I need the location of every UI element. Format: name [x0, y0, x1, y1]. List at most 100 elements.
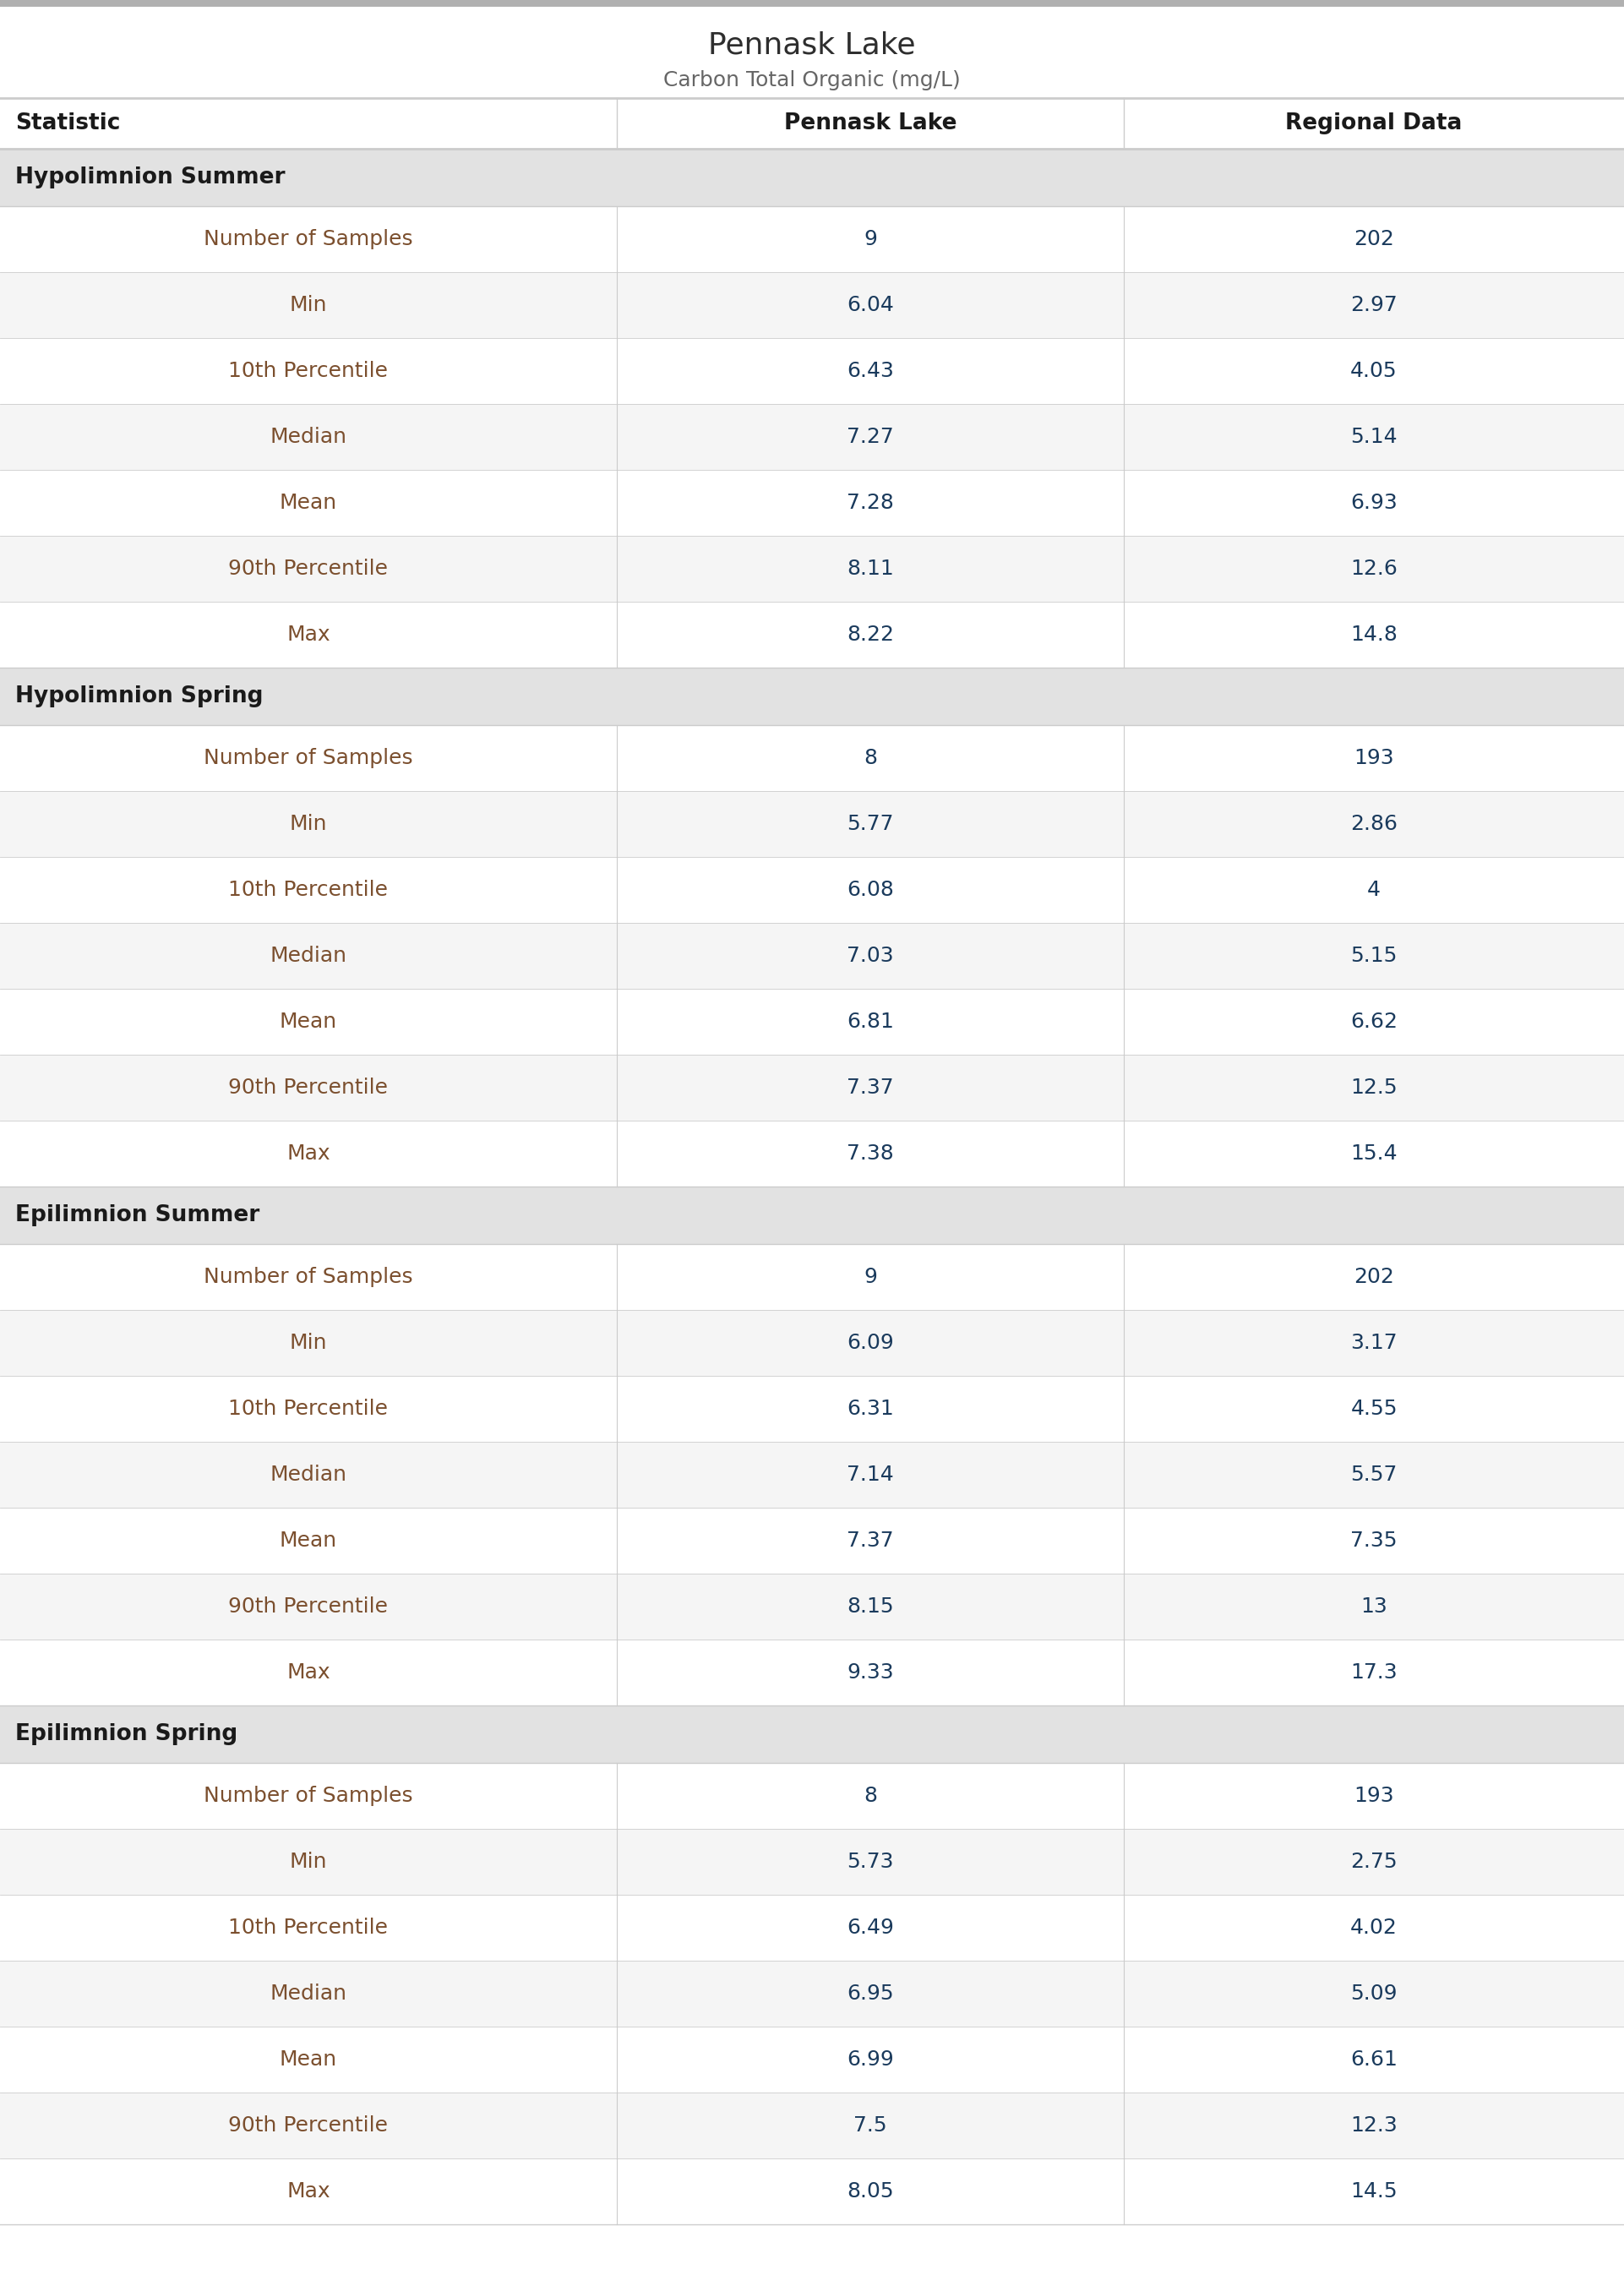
Text: 14.5: 14.5	[1351, 2181, 1397, 2202]
Bar	[0, 207, 1624, 272]
Text: 7.5: 7.5	[854, 2116, 887, 2136]
Text: 202: 202	[1354, 1267, 1393, 1287]
Text: Number of Samples: Number of Samples	[203, 229, 412, 250]
Text: 5.57: 5.57	[1351, 1464, 1397, 1485]
Text: 5.77: 5.77	[846, 815, 893, 833]
Text: Max: Max	[286, 624, 330, 645]
Bar	[0, 338, 1624, 404]
Text: 193: 193	[1354, 747, 1393, 767]
Bar	[0, 790, 1624, 858]
Text: Min: Min	[289, 295, 326, 316]
Bar	[0, 1764, 1624, 1830]
Text: 7.37: 7.37	[846, 1078, 893, 1099]
Text: Max: Max	[286, 2181, 330, 2202]
Text: Mean: Mean	[279, 2050, 338, 2070]
Bar	[0, 1187, 1624, 1244]
Text: 12.5: 12.5	[1351, 1078, 1397, 1099]
Text: 90th Percentile: 90th Percentile	[229, 1596, 388, 1616]
Text: 8.11: 8.11	[846, 558, 893, 579]
Bar	[0, 1121, 1624, 1187]
Text: 4.55: 4.55	[1351, 1398, 1397, 1419]
Text: 6.93: 6.93	[1350, 493, 1397, 513]
Text: 6.09: 6.09	[846, 1332, 893, 1353]
Text: 10th Percentile: 10th Percentile	[229, 881, 388, 901]
Text: Number of Samples: Number of Samples	[203, 1786, 412, 1807]
Bar	[0, 1507, 1624, 1573]
Bar	[0, 924, 1624, 990]
Bar	[0, 150, 1624, 207]
Text: 8.05: 8.05	[846, 2181, 893, 2202]
Text: 10th Percentile: 10th Percentile	[229, 1398, 388, 1419]
Text: 5.15: 5.15	[1351, 947, 1397, 967]
Bar	[0, 724, 1624, 790]
Text: 8: 8	[864, 1786, 877, 1807]
Text: Number of Samples: Number of Samples	[203, 1267, 412, 1287]
Bar	[0, 1056, 1624, 1121]
Text: Carbon Total Organic (mg/L): Carbon Total Organic (mg/L)	[663, 70, 961, 91]
Text: 4.05: 4.05	[1351, 361, 1397, 381]
Text: 8.22: 8.22	[846, 624, 893, 645]
Text: Mean: Mean	[279, 493, 338, 513]
Text: Max: Max	[286, 1144, 330, 1165]
Text: 6.49: 6.49	[846, 1918, 893, 1939]
Text: 6.95: 6.95	[846, 1984, 893, 2004]
Text: Number of Samples: Number of Samples	[203, 747, 412, 767]
Bar	[0, 1244, 1624, 1310]
Text: 8: 8	[864, 747, 877, 767]
Text: Epilimnion Summer: Epilimnion Summer	[15, 1205, 260, 1226]
Bar	[0, 0, 1624, 7]
Text: Hypolimnion Spring: Hypolimnion Spring	[15, 686, 263, 708]
Bar	[0, 470, 1624, 536]
Bar	[0, 1961, 1624, 2027]
Bar	[0, 2093, 1624, 2159]
Text: 90th Percentile: 90th Percentile	[229, 558, 388, 579]
Bar	[0, 404, 1624, 470]
Bar	[0, 1830, 1624, 1895]
Text: 13: 13	[1361, 1596, 1387, 1616]
Text: 7.35: 7.35	[1351, 1530, 1397, 1550]
Text: 90th Percentile: 90th Percentile	[229, 2116, 388, 2136]
Text: Median: Median	[270, 1464, 348, 1485]
Text: 14.8: 14.8	[1350, 624, 1398, 645]
Bar	[0, 602, 1624, 667]
Text: Regional Data: Regional Data	[1286, 114, 1462, 134]
Text: 4: 4	[1367, 881, 1380, 901]
Text: 2.75: 2.75	[1351, 1852, 1397, 1873]
Text: 6.99: 6.99	[846, 2050, 893, 2070]
Text: 7.37: 7.37	[846, 1530, 893, 1550]
Text: 17.3: 17.3	[1351, 1662, 1397, 1682]
Text: 5.14: 5.14	[1351, 427, 1397, 447]
Text: 6.81: 6.81	[846, 1012, 893, 1033]
Bar	[0, 536, 1624, 602]
Text: 5.73: 5.73	[846, 1852, 893, 1873]
Text: Hypolimnion Summer: Hypolimnion Summer	[15, 166, 286, 188]
Text: 9: 9	[864, 229, 877, 250]
Text: 6.08: 6.08	[846, 881, 893, 901]
Text: 8.15: 8.15	[846, 1596, 893, 1616]
Bar	[0, 1376, 1624, 1441]
Text: 193: 193	[1354, 1786, 1393, 1807]
Text: Median: Median	[270, 427, 348, 447]
Text: 7.28: 7.28	[846, 493, 893, 513]
Text: Min: Min	[289, 1852, 326, 1873]
Text: 6.62: 6.62	[1350, 1012, 1398, 1033]
Text: 9: 9	[864, 1267, 877, 1287]
Text: Median: Median	[270, 947, 348, 967]
Bar	[0, 272, 1624, 338]
Text: 90th Percentile: 90th Percentile	[229, 1078, 388, 1099]
Text: 6.43: 6.43	[846, 361, 893, 381]
Text: 6.31: 6.31	[846, 1398, 893, 1419]
Text: 7.03: 7.03	[846, 947, 893, 967]
Text: 2.86: 2.86	[1350, 815, 1398, 833]
Bar	[0, 667, 1624, 724]
Bar	[0, 1441, 1624, 1507]
Bar	[0, 990, 1624, 1056]
Text: Min: Min	[289, 815, 326, 833]
Bar	[0, 1310, 1624, 1376]
Text: 7.14: 7.14	[846, 1464, 893, 1485]
Text: 7.38: 7.38	[846, 1144, 893, 1165]
Text: 15.4: 15.4	[1351, 1144, 1397, 1165]
Text: Epilimnion Spring: Epilimnion Spring	[15, 1723, 237, 1746]
Text: Pennask Lake: Pennask Lake	[784, 114, 957, 134]
Text: Statistic: Statistic	[15, 114, 120, 134]
